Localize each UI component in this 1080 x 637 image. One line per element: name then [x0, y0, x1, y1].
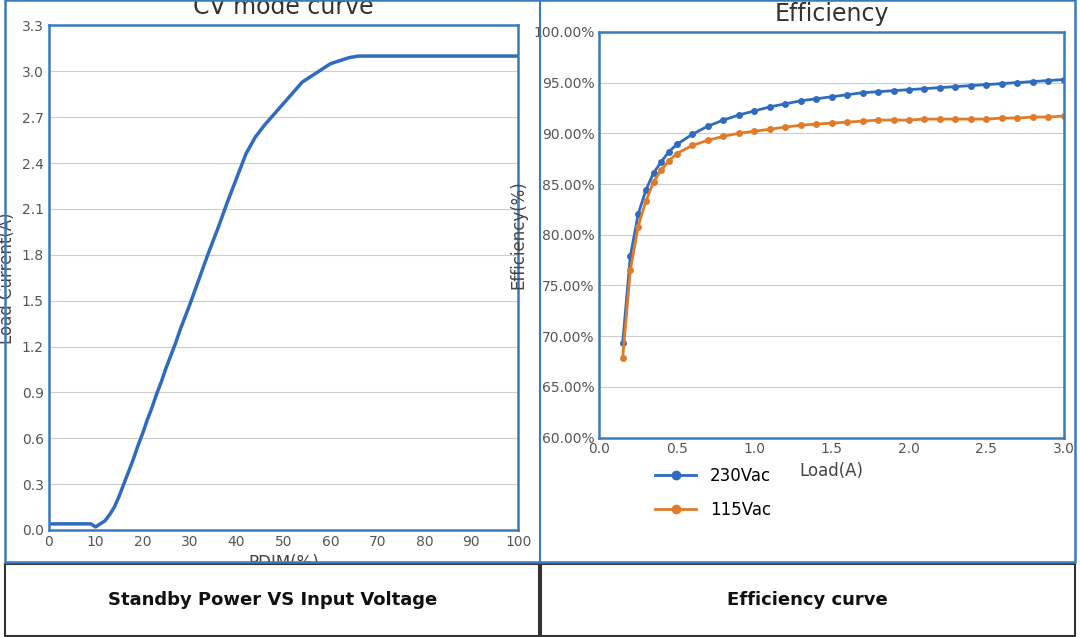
230Vac	[764, 103, 777, 111]
115Vac	[825, 119, 838, 127]
230Vac	[933, 84, 946, 92]
115Vac	[996, 114, 1009, 122]
230Vac	[747, 107, 760, 115]
230Vac	[779, 100, 792, 108]
Title: Efficiency: Efficiency	[774, 2, 889, 25]
115Vac	[701, 136, 714, 144]
115Vac	[1042, 113, 1055, 121]
115Vac	[632, 223, 645, 231]
Legend: 230Vac, 115Vac: 230Vac, 115Vac	[648, 460, 778, 526]
Y-axis label: Load Current(A): Load Current(A)	[0, 212, 16, 343]
230Vac	[717, 117, 730, 124]
230Vac	[654, 158, 667, 166]
230Vac	[1042, 76, 1055, 84]
Text: Efficiency curve: Efficiency curve	[728, 590, 888, 609]
115Vac	[764, 125, 777, 133]
115Vac	[933, 115, 946, 123]
230Vac	[639, 186, 652, 194]
Y-axis label: Efficiency(%): Efficiency(%)	[510, 180, 528, 289]
230Vac	[825, 93, 838, 101]
115Vac	[964, 115, 977, 123]
230Vac	[794, 97, 807, 104]
230Vac	[647, 169, 660, 176]
115Vac	[647, 178, 660, 186]
115Vac	[949, 115, 962, 123]
X-axis label: Load(A): Load(A)	[799, 462, 864, 480]
230Vac	[964, 82, 977, 89]
115Vac	[1011, 114, 1024, 122]
230Vac	[686, 131, 699, 138]
230Vac	[1011, 79, 1024, 87]
115Vac	[872, 117, 885, 124]
230Vac	[872, 88, 885, 96]
115Vac	[903, 117, 916, 124]
115Vac	[717, 132, 730, 140]
230Vac	[701, 122, 714, 130]
115Vac	[1057, 112, 1070, 120]
115Vac	[980, 115, 993, 123]
230Vac	[624, 252, 637, 260]
X-axis label: PDIM(%): PDIM(%)	[248, 554, 319, 573]
230Vac	[810, 95, 823, 103]
230Vac	[856, 89, 869, 97]
115Vac	[624, 266, 637, 274]
115Vac	[887, 117, 900, 124]
230Vac	[980, 81, 993, 89]
115Vac	[1026, 113, 1039, 121]
230Vac	[949, 83, 962, 90]
115Vac	[840, 118, 853, 126]
230Vac	[903, 86, 916, 94]
230Vac	[632, 211, 645, 218]
115Vac	[810, 120, 823, 128]
115Vac	[732, 129, 745, 137]
230Vac	[840, 91, 853, 99]
230Vac	[1057, 76, 1070, 83]
230Vac	[671, 141, 684, 148]
115Vac	[663, 157, 676, 164]
115Vac	[794, 122, 807, 129]
230Vac	[663, 148, 676, 155]
230Vac	[887, 87, 900, 94]
115Vac	[654, 166, 667, 174]
115Vac	[686, 141, 699, 149]
115Vac	[856, 117, 869, 125]
230Vac	[996, 80, 1009, 87]
Text: Standby Power VS Input Voltage: Standby Power VS Input Voltage	[108, 590, 436, 609]
115Vac	[779, 124, 792, 131]
115Vac	[617, 355, 630, 362]
230Vac	[918, 85, 931, 92]
115Vac	[639, 197, 652, 205]
230Vac	[617, 340, 630, 347]
115Vac	[747, 127, 760, 135]
Line: 115Vac: 115Vac	[619, 113, 1067, 362]
115Vac	[671, 150, 684, 157]
Title: CV mode curve: CV mode curve	[193, 0, 374, 19]
230Vac	[1026, 78, 1039, 85]
230Vac	[732, 111, 745, 119]
115Vac	[918, 115, 931, 123]
Line: 230Vac: 230Vac	[619, 76, 1067, 347]
